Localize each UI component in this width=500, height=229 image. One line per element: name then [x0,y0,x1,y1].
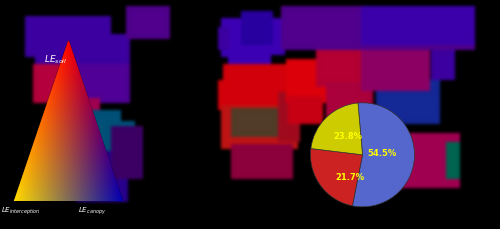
Wedge shape [311,104,362,155]
Text: LE$_{interception}$: LE$_{interception}$ [1,205,40,216]
Wedge shape [352,103,414,207]
Text: 23.8%: 23.8% [334,131,362,140]
Text: LE$_{canopy}$: LE$_{canopy}$ [78,205,106,216]
Wedge shape [310,149,362,206]
Text: 21.7%: 21.7% [335,172,364,181]
Text: 54.5%: 54.5% [368,148,397,157]
Text: LE$_{soil}$: LE$_{soil}$ [44,53,68,65]
